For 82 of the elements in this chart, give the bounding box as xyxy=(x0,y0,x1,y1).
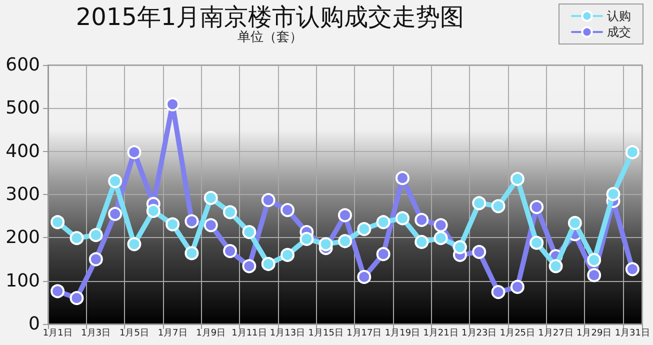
y-tick-label: 600 xyxy=(6,54,40,76)
x-tick-label: 1月23日 xyxy=(462,328,497,338)
point xyxy=(318,237,333,252)
point xyxy=(530,236,544,250)
legend-label: 认购 xyxy=(607,9,631,23)
point xyxy=(491,285,506,300)
point xyxy=(357,222,372,236)
point xyxy=(204,218,218,232)
point xyxy=(376,247,390,262)
point xyxy=(108,174,122,188)
point xyxy=(491,199,506,214)
chart-subtitle: 单位（套） xyxy=(238,30,302,45)
x-tick-label: 1月25日 xyxy=(500,328,536,338)
point xyxy=(357,270,372,284)
y-tick-label: 500 xyxy=(6,98,40,119)
point xyxy=(88,228,103,242)
point xyxy=(587,253,602,268)
chart-title: 2015年1月南京楼市认购成交走势图 xyxy=(76,3,464,31)
point xyxy=(261,257,276,271)
x-tick-label: 1月7日 xyxy=(158,328,188,338)
point xyxy=(70,231,84,246)
point xyxy=(184,214,199,228)
point xyxy=(472,196,486,210)
point xyxy=(395,211,410,226)
point xyxy=(414,234,429,249)
legend-label: 成交 xyxy=(607,25,631,39)
point xyxy=(606,187,620,202)
point xyxy=(50,215,65,230)
point xyxy=(395,171,410,186)
point xyxy=(530,200,544,214)
point xyxy=(434,231,448,246)
point xyxy=(70,291,84,306)
point xyxy=(510,280,524,294)
point xyxy=(587,268,602,282)
point xyxy=(300,232,314,246)
x-tick-label: 1月17日 xyxy=(346,328,382,338)
point xyxy=(146,204,160,218)
x-tick-label: 1月5日 xyxy=(120,328,149,338)
x-tick-label: 1月29日 xyxy=(576,328,612,338)
x-tick-label: 1月13日 xyxy=(270,328,306,338)
point xyxy=(510,172,524,186)
x-tick-label: 1月27日 xyxy=(538,328,574,338)
y-tick-label: 200 xyxy=(6,227,40,248)
point xyxy=(472,244,486,259)
point xyxy=(223,244,238,258)
x-tick-label: 1月9日 xyxy=(196,328,226,338)
y-tick-label: 100 xyxy=(6,270,40,292)
point xyxy=(88,252,103,266)
point xyxy=(261,193,276,208)
point xyxy=(434,218,448,232)
point xyxy=(338,234,352,248)
point xyxy=(280,248,295,262)
x-tick-label: 1月31日 xyxy=(614,328,650,338)
x-tick-label: 1月21日 xyxy=(423,328,458,338)
point xyxy=(338,208,352,222)
point xyxy=(204,190,218,205)
y-tick-label: 400 xyxy=(6,140,40,162)
x-tick-label: 1月11日 xyxy=(232,328,267,338)
point xyxy=(127,145,142,160)
point xyxy=(108,206,122,221)
point xyxy=(127,237,142,252)
point xyxy=(625,145,640,160)
point xyxy=(166,97,180,112)
point xyxy=(50,284,65,298)
point xyxy=(184,246,199,260)
x-tick-label: 1月1日 xyxy=(42,328,72,338)
point xyxy=(568,216,582,230)
point xyxy=(452,240,467,254)
point xyxy=(166,217,180,232)
point xyxy=(414,212,429,227)
point xyxy=(242,259,256,274)
x-tick-label: 1月19日 xyxy=(384,328,420,338)
x-tick-label: 1月3日 xyxy=(81,328,111,338)
x-tick-label: 1月15日 xyxy=(308,328,344,338)
y-tick-label: 0 xyxy=(28,314,40,334)
point xyxy=(223,205,238,220)
point xyxy=(376,215,390,230)
y-tick-label: 300 xyxy=(6,184,40,205)
point xyxy=(242,225,256,240)
point xyxy=(625,262,640,276)
point xyxy=(280,203,295,218)
point xyxy=(548,259,563,274)
